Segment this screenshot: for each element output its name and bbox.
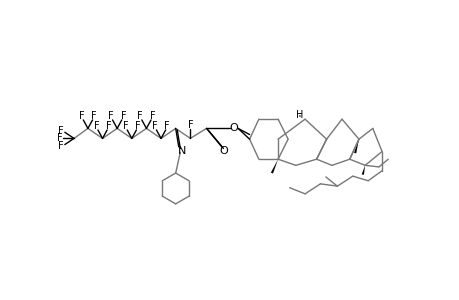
Text: O: O (219, 146, 228, 156)
Text: F: F (108, 111, 113, 121)
Polygon shape (361, 165, 364, 175)
Text: F: F (79, 111, 84, 121)
Text: N: N (177, 146, 185, 156)
Text: F: F (135, 121, 140, 131)
Text: F: F (58, 141, 64, 151)
Text: F: F (91, 111, 97, 121)
Text: F: F (120, 111, 126, 121)
Text: H: H (295, 110, 302, 120)
Text: F: F (150, 111, 155, 121)
Text: F: F (164, 121, 170, 131)
Polygon shape (353, 139, 358, 153)
Text: F: F (56, 134, 62, 143)
Polygon shape (270, 159, 278, 173)
Text: F: F (123, 121, 128, 131)
Text: F: F (137, 111, 143, 121)
Text: F: F (93, 121, 99, 131)
Text: F: F (106, 121, 111, 131)
Text: F: F (58, 126, 64, 136)
Text: O: O (230, 123, 238, 134)
Text: F: F (187, 120, 193, 130)
Text: F: F (152, 121, 157, 131)
